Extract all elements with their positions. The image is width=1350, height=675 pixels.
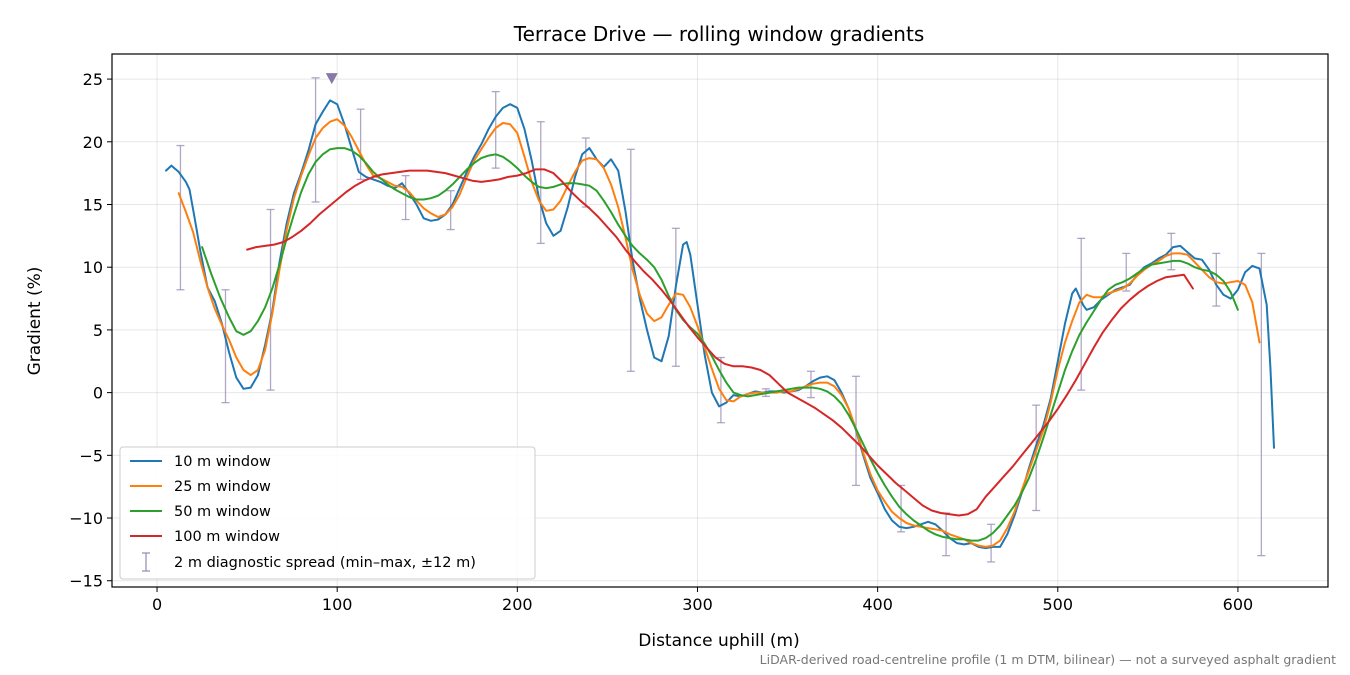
y-tick-label: 15	[83, 195, 103, 214]
peak-marker-icon	[325, 73, 338, 85]
spread-bar	[356, 108, 365, 181]
spread-bar	[1212, 252, 1221, 307]
series-line-50m	[201, 147, 1239, 542]
legend-box	[119, 446, 536, 580]
series-line-10m	[165, 99, 1275, 550]
x-tick-label: 600	[1223, 595, 1254, 614]
x-tick-label: 500	[1043, 595, 1074, 614]
series-lines	[165, 99, 1275, 550]
legend-label-100m: 100 m window	[174, 529, 280, 545]
y-tick-label: −15	[69, 572, 103, 591]
x-axis-title: Distance uphill (m)	[638, 631, 799, 651]
series-line-100m	[246, 168, 1194, 517]
spread-bar	[536, 121, 545, 245]
y-axis-ticks: −15 −10 −5 0 5 10 15 20 25	[69, 70, 112, 591]
spread-bar	[1122, 252, 1131, 292]
plot-frame	[111, 53, 1329, 588]
spread-bar	[176, 144, 185, 291]
x-tick-label: 100	[322, 595, 353, 614]
spread-bar	[491, 90, 500, 169]
y-axis-title: Gradient (%)	[25, 267, 45, 376]
spread-bar	[1257, 252, 1266, 557]
peak-marker-layer	[325, 73, 338, 85]
y-tick-label: 25	[83, 70, 103, 89]
spread-bar	[1077, 237, 1086, 391]
legend-label-spread: 2 m diagnostic spread (min–max, ±12 m)	[174, 555, 476, 571]
y-tick-label: 5	[93, 321, 103, 340]
legend-swatch-spread	[142, 552, 150, 572]
spread-bar	[1167, 232, 1176, 271]
legend: 10 m window 25 m window 50 m window 100 …	[119, 446, 536, 580]
legend-label-50m: 50 m window	[174, 504, 271, 520]
y-tick-label: 20	[83, 133, 103, 152]
legend-label-10m: 10 m window	[174, 454, 271, 470]
y-tick-label: −5	[79, 446, 103, 465]
legend-label-25m: 25 m window	[174, 479, 271, 495]
x-tick-label: 400	[862, 595, 893, 614]
chart-title: Terrace Drive — rolling window gradients	[513, 22, 925, 46]
grid-lines	[112, 54, 1328, 587]
y-tick-label: 10	[83, 258, 103, 277]
chart-caption: LiDAR-derived road-centreline profile (1…	[760, 652, 1336, 667]
spread-bar	[266, 208, 275, 391]
x-tick-label: 200	[502, 595, 533, 614]
x-axis-ticks: 0 100 200 300 400 500 600	[152, 587, 1253, 614]
spread-bar	[671, 227, 680, 367]
spread-bar	[987, 523, 996, 563]
series-line-25m	[177, 118, 1261, 548]
spread-bar	[401, 174, 410, 221]
diagnostic-spread-bars	[176, 77, 1266, 563]
y-tick-label: −10	[69, 509, 103, 528]
x-tick-label: 300	[682, 595, 713, 614]
y-tick-label: 0	[93, 384, 103, 403]
x-tick-label: 0	[152, 595, 162, 614]
